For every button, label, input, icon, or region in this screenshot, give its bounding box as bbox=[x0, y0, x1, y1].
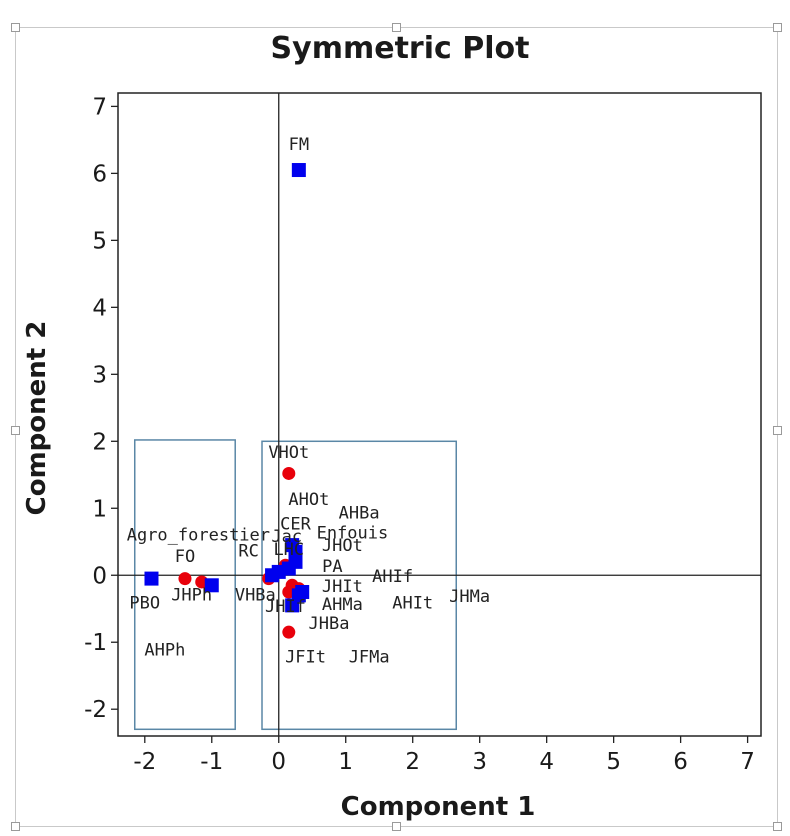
x-tick-label: 3 bbox=[472, 749, 487, 775]
y-tick-label: 7 bbox=[92, 94, 107, 120]
region-boxes bbox=[133, 439, 457, 731]
resize-handle-middle-left[interactable] bbox=[11, 426, 20, 435]
resize-handle-bottom-left[interactable] bbox=[11, 822, 20, 831]
resize-handle-top-right[interactable] bbox=[773, 23, 782, 32]
data-point-circle bbox=[282, 625, 296, 639]
x-axis-title: Component 1 bbox=[341, 792, 536, 822]
point-label: FO bbox=[175, 547, 195, 567]
point-label: AHMa bbox=[322, 595, 363, 615]
data-point-square bbox=[288, 554, 303, 569]
point-label: JFMa bbox=[349, 647, 390, 667]
data-point-square bbox=[144, 571, 159, 586]
point-label: Enfouis bbox=[317, 523, 389, 543]
point-label: AHIf bbox=[372, 567, 413, 587]
point-label: JHMa bbox=[449, 587, 490, 607]
y-tick-label: -1 bbox=[84, 630, 107, 656]
axis-ticks: -2 -1 0 1 2 3 4 5 6 7 -2 -1 0 1 2 3 4 5 6 7 bbox=[84, 94, 755, 775]
resize-handle-middle-right[interactable] bbox=[773, 426, 782, 435]
x-tick-label: 1 bbox=[338, 749, 353, 775]
point-label: VHOt bbox=[268, 443, 309, 463]
y-tick-label: 6 bbox=[92, 161, 107, 187]
x-tick-label: -2 bbox=[133, 749, 156, 775]
point-label: VHBa bbox=[235, 586, 276, 606]
point-label: AHPh bbox=[144, 641, 185, 661]
point-label: Agro_forestier bbox=[127, 525, 270, 545]
point-label: LHC bbox=[273, 540, 304, 560]
point-label: JHBa bbox=[309, 614, 350, 634]
y-tick-label: 1 bbox=[92, 496, 107, 522]
data-points bbox=[144, 163, 310, 639]
x-tick-label: 4 bbox=[539, 749, 554, 775]
point-label: AHBa bbox=[339, 503, 380, 523]
point-label: PA bbox=[322, 557, 342, 577]
point-label: PBO bbox=[129, 594, 160, 614]
data-point-circle bbox=[282, 466, 296, 480]
y-tick-label: 0 bbox=[92, 563, 107, 589]
x-tick-label: 5 bbox=[606, 749, 621, 775]
resize-handle-bottom-middle[interactable] bbox=[392, 822, 401, 831]
y-axis-title: Component 2 bbox=[22, 321, 52, 516]
y-tick-label: 4 bbox=[92, 295, 107, 321]
point-label: JHIf bbox=[265, 597, 306, 617]
point-label: JFIt bbox=[285, 647, 326, 667]
x-tick-label: 0 bbox=[271, 749, 286, 775]
point-label: RC bbox=[238, 541, 258, 561]
x-tick-label: 6 bbox=[673, 749, 688, 775]
reference-lines bbox=[118, 93, 761, 736]
region-box-2 bbox=[261, 440, 457, 731]
resize-handle-top-middle[interactable] bbox=[392, 23, 401, 32]
data-point-circle bbox=[178, 572, 192, 586]
data-point-square bbox=[204, 578, 219, 593]
x-tick-label: 2 bbox=[405, 749, 420, 775]
data-point-square bbox=[285, 598, 300, 613]
y-tick-label: 5 bbox=[92, 228, 107, 254]
y-tick-label: 3 bbox=[92, 362, 107, 388]
plot-area bbox=[117, 92, 762, 737]
resize-handle-top-left[interactable] bbox=[11, 23, 20, 32]
point-label: JHIt bbox=[322, 577, 363, 597]
point-label: AHIt bbox=[392, 594, 433, 614]
point-labels: FM VHOt AHOt AHBa CER Agro_forestier Enfouis Ja… bbox=[127, 135, 490, 667]
data-point-square bbox=[291, 163, 306, 178]
x-tick-label: -1 bbox=[200, 749, 223, 775]
point-label: JHOt bbox=[322, 536, 363, 556]
point-label: Jac bbox=[271, 527, 302, 547]
point-label: CER bbox=[280, 515, 311, 535]
region-box-1 bbox=[133, 439, 236, 731]
point-label: FM bbox=[289, 135, 309, 155]
y-tick-label: -2 bbox=[84, 697, 107, 723]
point-label: AHOt bbox=[288, 490, 329, 510]
chart-title: Symmetric Plot bbox=[271, 31, 530, 66]
y-tick-label: 2 bbox=[92, 429, 107, 455]
x-tick-label: 7 bbox=[740, 749, 755, 775]
data-point-square bbox=[295, 584, 310, 599]
point-label: JHPh bbox=[171, 586, 212, 606]
resize-handle-bottom-right[interactable] bbox=[773, 822, 782, 831]
